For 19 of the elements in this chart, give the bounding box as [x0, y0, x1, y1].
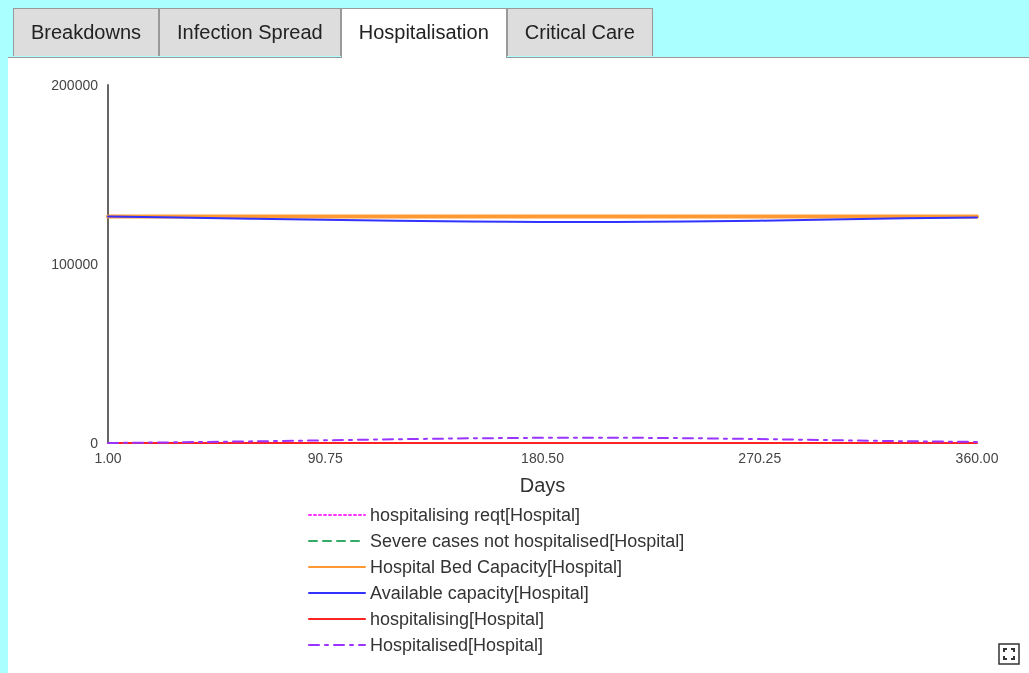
text: Critical Care	[506, 8, 653, 56]
x-axis-title: Days	[519, 474, 566, 496]
text: Infection Spread	[159, 8, 341, 56]
x-tick-label: 90.75	[307, 450, 343, 466]
y-tick-label: 100000	[51, 256, 99, 272]
text: Breakdowns	[13, 8, 160, 56]
y-tick-label: 200000	[51, 77, 99, 93]
x-tick-label: 360.00	[955, 450, 999, 466]
legend-label: Hospital Bed Capacity[Hospital]	[370, 557, 623, 577]
legend-label: Severe cases not hospitalised[Hospital]	[370, 531, 685, 551]
text: Hospitalisation	[340, 8, 507, 58]
legend-label: hospitalising[Hospital]	[370, 609, 545, 629]
legend-label: Hospitalised[Hospital]	[370, 635, 544, 655]
x-tick-label: 180.50	[521, 450, 565, 466]
legend-label: Available capacity[Hospital]	[370, 583, 589, 603]
legend-label: hospitalising reqt[Hospital]	[370, 505, 581, 525]
x-tick-label: 270.25	[738, 450, 782, 466]
y-tick-label: 0	[90, 435, 99, 451]
x-tick-label: 1.00	[94, 450, 122, 466]
